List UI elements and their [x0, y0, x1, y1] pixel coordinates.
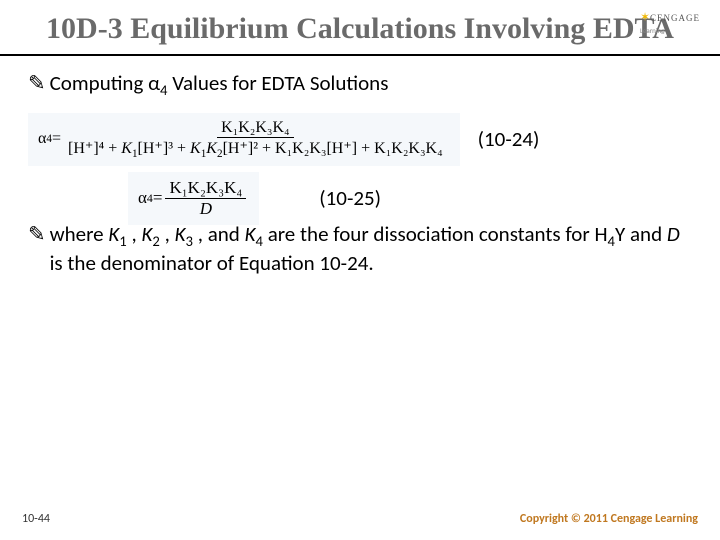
logo-sub: Learning — [640, 26, 664, 35]
bullet1-suffix: Values for EDTA Solutions — [167, 70, 388, 96]
eq2-num: K₁K₂K₃K₄ — [165, 178, 246, 199]
footer: 10-44 Copyright © 2011 Cengage Learning — [0, 512, 720, 526]
bullet-icon: ✎ — [28, 221, 46, 247]
equation-1: α4 = K₁K₂K₃K₄ [H⁺]⁴ + K1[H⁺]³ + K1K2[H⁺]… — [28, 113, 460, 166]
equation-1-row: α4 = K₁K₂K₃K₄ [H⁺]⁴ + K1[H⁺]³ + K1K2[H⁺]… — [28, 113, 692, 166]
eq1-eq: = — [52, 130, 61, 148]
page-number: 10-44 — [22, 512, 50, 526]
eq2-lhs: α — [138, 188, 147, 208]
bullet-line-1: ✎ Computing α4 Values for EDTA Solutions — [28, 70, 692, 99]
bullet1-prefix: Computing α — [50, 70, 160, 96]
eq1-lhs: α — [38, 130, 46, 148]
logo-brand: CENGAGE — [650, 13, 700, 23]
equation-2-row: α4 = K₁K₂K₃K₄ D (10-25) — [28, 172, 692, 225]
equation-2-label: (10-25) — [319, 187, 381, 210]
equation-2: α4 = K₁K₂K₃K₄ D — [128, 172, 259, 225]
page-title: 10D-3 Equilibrium Calculations Involving… — [30, 10, 690, 48]
bullet-icon: ✎ — [28, 71, 46, 96]
equation-1-label: (10-24) — [478, 128, 540, 151]
eq1-den: [H⁺]⁴ + K1[H⁺]³ + K1K2[H⁺]² + K₁K₂K₃[H⁺]… — [64, 138, 447, 160]
eq1-num: K₁K₂K₃K₄ — [217, 119, 294, 138]
brand-logo: ✶CENGAGE Learning — [640, 10, 700, 36]
copyright: Copyright © 2011 Cengage Learning — [520, 512, 698, 526]
body-paragraph: ✎ where K1 , K2 , K3 , and K4 are the fo… — [28, 221, 692, 277]
eq2-den: D — [196, 199, 216, 219]
eq2-eq: = — [153, 188, 163, 208]
